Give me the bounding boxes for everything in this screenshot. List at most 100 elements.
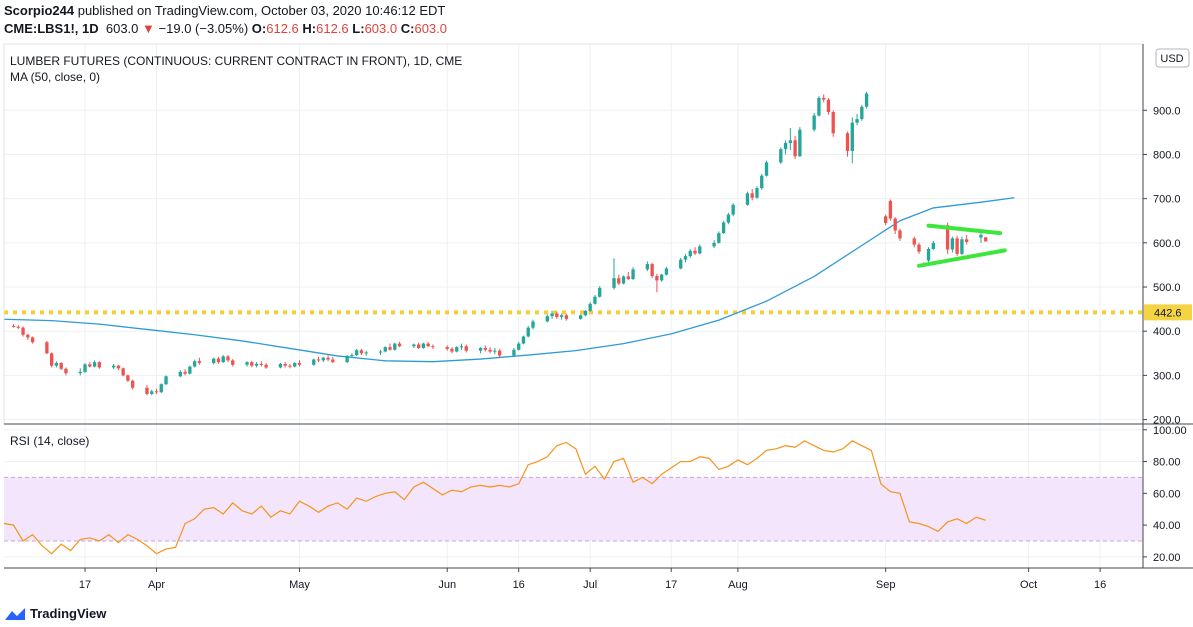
candle	[278, 363, 283, 369]
candle-body	[950, 238, 955, 250]
candle	[188, 365, 192, 375]
candle-body	[531, 321, 535, 328]
candle	[388, 343, 392, 351]
price-tick-label: 700.0	[1153, 194, 1181, 206]
candle-body	[54, 363, 59, 366]
footer-brand[interactable]: TradingView	[4, 606, 106, 621]
candle-body	[111, 365, 116, 368]
candle-body	[788, 140, 793, 143]
candle	[526, 325, 530, 338]
candle-body	[559, 315, 564, 318]
candle	[11, 324, 16, 328]
candle-body	[159, 384, 163, 393]
candle	[917, 242, 921, 254]
candle-body	[497, 350, 502, 356]
candle-body	[397, 343, 402, 347]
last-price: 603.0	[105, 21, 139, 36]
candle-body	[192, 361, 197, 367]
author-name[interactable]: Scorpio244	[4, 3, 75, 18]
candle-body	[30, 337, 35, 343]
candle	[78, 368, 82, 376]
candle	[831, 110, 835, 137]
candle-body	[960, 239, 964, 254]
ma50-path	[3, 197, 1015, 363]
candle-body	[331, 359, 335, 363]
candle-body	[521, 336, 526, 344]
candle-body	[364, 352, 368, 354]
candle	[431, 344, 435, 349]
candle-body	[598, 287, 602, 297]
candle-body	[621, 276, 626, 284]
candle-body	[845, 133, 850, 151]
candle-body	[483, 348, 488, 350]
candle-body	[793, 140, 797, 157]
candle-body	[745, 193, 750, 205]
candle-body	[798, 129, 802, 157]
candle-body	[893, 218, 897, 231]
candle	[16, 325, 20, 329]
open-value: 612.6	[266, 21, 299, 36]
candle	[316, 356, 321, 363]
candle	[893, 217, 897, 234]
candle	[593, 294, 597, 305]
candle-body	[512, 349, 516, 356]
symbol-label[interactable]: CME:LBS1!, 1D	[4, 21, 99, 36]
ma-label: MA (50, close, 0)	[10, 70, 100, 84]
candle	[83, 363, 87, 373]
chart-title: LUMBER FUTURES (CONTINUOUS: CURRENT CONT…	[10, 54, 462, 68]
candle	[30, 336, 35, 344]
candle-body	[693, 250, 697, 254]
candle	[583, 310, 588, 317]
candle	[455, 346, 459, 353]
rsi-line	[3, 440, 986, 555]
candle	[226, 355, 230, 363]
candle	[731, 203, 735, 217]
open-label: O:	[251, 21, 267, 36]
candle	[512, 348, 516, 357]
candle	[183, 369, 187, 376]
candle-body	[455, 347, 459, 352]
candle-body	[926, 249, 931, 261]
currency-badge[interactable]	[1155, 48, 1190, 68]
candle	[497, 348, 502, 358]
candle-body	[664, 268, 669, 275]
down-arrow-icon: ▼	[142, 21, 155, 36]
price-level-line: 442.6	[4, 304, 1192, 321]
candle-body	[126, 375, 130, 381]
candle-body	[412, 344, 416, 347]
candle-body	[154, 391, 159, 393]
candle	[154, 388, 159, 394]
time-tick-label: May	[289, 579, 310, 591]
candle-body	[617, 278, 621, 284]
candle-body	[526, 327, 530, 337]
candle	[264, 363, 268, 369]
candle	[855, 113, 859, 126]
level-price-badge	[1144, 304, 1192, 321]
candle	[926, 247, 931, 263]
candle-body	[92, 362, 97, 367]
candle	[312, 358, 316, 366]
candle	[283, 362, 287, 368]
candle-body	[431, 346, 435, 348]
trendline	[926, 223, 1003, 236]
candle-body	[164, 376, 168, 385]
candle	[712, 240, 716, 249]
candle	[598, 286, 602, 298]
candle	[221, 355, 225, 364]
candle-body	[49, 353, 54, 366]
candle-body	[850, 122, 854, 151]
time-tick-label: 16	[1094, 579, 1106, 591]
candle-body	[64, 368, 68, 374]
candle	[364, 350, 368, 356]
candle-body	[293, 363, 297, 367]
candle-body	[254, 363, 259, 366]
candle-body	[826, 99, 831, 113]
candle	[788, 127, 793, 151]
candle-body	[88, 364, 92, 367]
candle	[588, 302, 592, 312]
candle	[54, 361, 59, 368]
candle	[559, 313, 564, 320]
candle	[631, 267, 635, 280]
candle	[931, 241, 935, 250]
